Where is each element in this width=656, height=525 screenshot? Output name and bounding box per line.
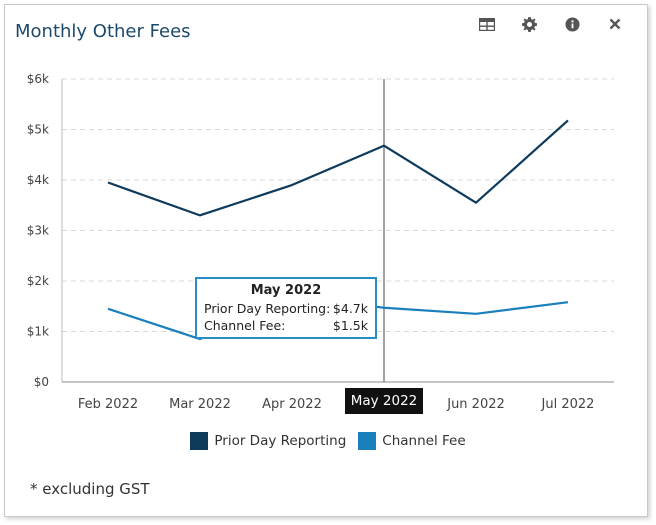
info-button[interactable]	[551, 12, 594, 36]
y-tick-label: $1k	[27, 325, 49, 339]
chart-card: Monthly Other Fees	[4, 4, 648, 517]
tooltip-label: Channel Fee:	[204, 318, 286, 333]
x-tick-label: Apr 2022	[262, 397, 322, 412]
y-tick-label: $2k	[27, 274, 49, 288]
table-icon	[479, 17, 496, 31]
tooltip-title: May 2022	[250, 283, 322, 298]
crosshair-x-label: May 2022	[345, 388, 423, 414]
y-tick-label: $5k	[27, 123, 49, 137]
legend-swatch	[358, 432, 377, 450]
close-icon	[609, 18, 621, 30]
y-tick-label: $0	[34, 375, 49, 389]
x-tick-label: Mar 2022	[169, 397, 231, 412]
tooltip-row: Channel Fee: $1.5k	[204, 317, 368, 334]
legend-label: Prior Day Reporting	[214, 433, 347, 449]
legend-item-channel-fee[interactable]: Channel Fee	[358, 432, 466, 450]
y-tick-label: $6k	[27, 72, 49, 86]
y-tick-label: $3k	[27, 224, 49, 238]
widget-toolbar	[466, 12, 636, 36]
legend-label: Channel Fee	[382, 433, 466, 449]
tooltip-value: $4.7k	[332, 301, 368, 316]
chart-legend: Prior Day Reporting Channel Fee	[0, 432, 656, 450]
footnote: * excluding GST	[30, 480, 150, 498]
widget-title: Monthly Other Fees	[15, 21, 191, 42]
tooltip-label: Prior Day Reporting:	[204, 301, 331, 316]
tooltip-row: Prior Day Reporting: $4.7k	[204, 300, 368, 317]
x-tick-label: Jul 2022	[541, 397, 595, 412]
table-view-button[interactable]	[466, 12, 509, 36]
legend-item-prior-day-reporting[interactable]: Prior Day Reporting	[190, 432, 346, 450]
gear-icon	[522, 16, 538, 32]
series-line-prior-day-reporting	[107, 119, 569, 217]
line-chart: $0 $1k $2k $3k $4k $5k $6k Feb 2022 Mar 2022 Apr …	[27, 72, 614, 412]
legend-swatch	[190, 432, 209, 450]
close-button[interactable]	[594, 12, 637, 36]
tooltip-value: $1.5k	[332, 318, 368, 333]
settings-button[interactable]	[509, 12, 552, 36]
info-icon	[565, 16, 580, 32]
y-tick-label: $4k	[27, 173, 49, 187]
x-tick-label: Feb 2022	[78, 397, 138, 412]
x-tick-label: Jun 2022	[446, 397, 505, 412]
chart-tooltip: May 2022 Prior Day Reporting: $4.7k Chan…	[195, 277, 377, 339]
